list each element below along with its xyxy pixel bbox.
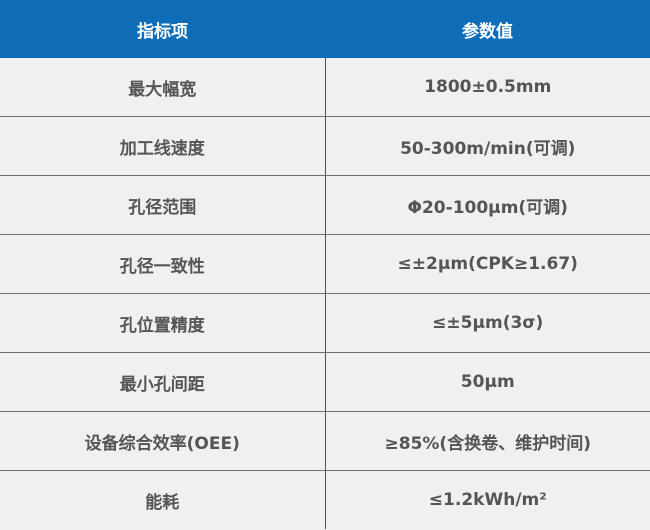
header-row: 指标项 参数值: [0, 0, 650, 58]
item-cell: 最大幅宽: [0, 58, 326, 117]
value-cell: ≥85%(含换卷、维护时间): [325, 411, 650, 471]
table-row: 孔径范围 Φ20-100μm(可调): [0, 175, 650, 235]
value-cell: ≤1.2kWh/m²: [325, 470, 650, 529]
item-cell: 孔位置精度: [0, 293, 326, 353]
item-cell: 孔径范围: [0, 175, 326, 235]
value-cell: 50μm: [325, 352, 650, 412]
value-cell: ≤±5μm(3σ): [325, 293, 650, 353]
header-item: 指标项: [0, 0, 325, 58]
item-cell: 孔径一致性: [0, 234, 326, 294]
table-row: 孔位置精度 ≤±5μm(3σ): [0, 293, 650, 353]
item-cell: 能耗: [0, 470, 326, 529]
table-row: 能耗 ≤1.2kWh/m²: [0, 470, 650, 529]
table-row: 设备综合效率(OEE) ≥85%(含换卷、维护时间): [0, 411, 650, 471]
table-row: 孔径一致性 ≤±2μm(CPK≥1.67): [0, 234, 650, 294]
value-cell: ≤±2μm(CPK≥1.67): [325, 234, 650, 294]
table-row: 加工线速度 50-300m/min(可调): [0, 116, 650, 176]
value-cell: 1800±0.5mm: [325, 58, 650, 117]
item-cell: 最小孔间距: [0, 352, 326, 412]
value-cell: Φ20-100μm(可调): [325, 175, 650, 235]
value-cell: 50-300m/min(可调): [325, 116, 650, 176]
table-row: 最大幅宽 1800±0.5mm: [0, 58, 650, 117]
table-row: 最小孔间距 50μm: [0, 352, 650, 412]
item-cell: 加工线速度: [0, 116, 326, 176]
item-cell: 设备综合效率(OEE): [0, 411, 326, 471]
header-value: 参数值: [325, 0, 650, 58]
